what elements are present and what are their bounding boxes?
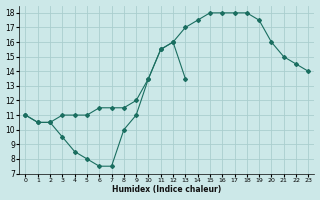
X-axis label: Humidex (Indice chaleur): Humidex (Indice chaleur) [112,185,221,194]
